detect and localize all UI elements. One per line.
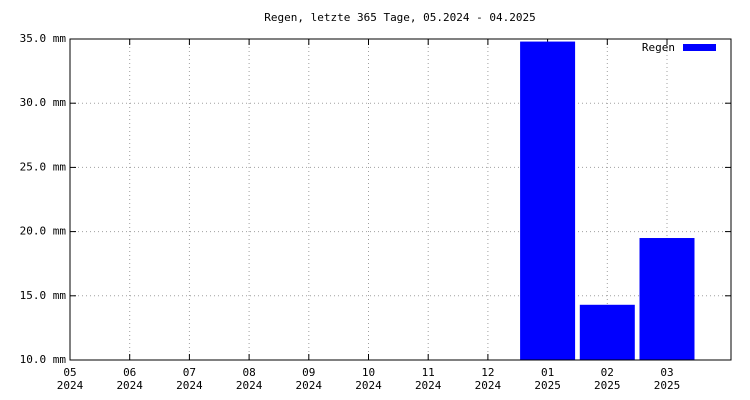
chart-title: Regen, letzte 365 Tage, 05.2024 - 04.202… [264,11,536,24]
y-tick-label: 35.0 mm [20,32,67,45]
plot-frame [69,38,732,361]
x-tick-label: 11 [422,366,435,379]
x-tick-label: 2025 [594,379,621,392]
x-tick-label: 01 [541,366,554,379]
x-tick-label: 2024 [475,379,502,392]
x-tick-label: 10 [362,366,375,379]
y-tick-label: 30.0 mm [20,96,67,109]
x-tick-label: 2024 [355,379,382,392]
x-tick-label: 08 [242,366,255,379]
x-tick-label: 12 [481,366,494,379]
x-tick-label: 2024 [296,379,323,392]
x-tick-label: 03 [660,366,673,379]
y-tick-label: 25.0 mm [20,160,67,173]
x-tick-label: 2024 [57,379,84,392]
y-tick-label: 15.0 mm [20,289,67,302]
y-tick-label: 10.0 mm [20,353,67,366]
bar [579,304,635,360]
bar [520,41,576,361]
x-tick-label: 2024 [415,379,442,392]
legend-swatch [683,44,716,51]
x-tick-label: 2024 [236,379,263,392]
legend-label: Regen [642,41,675,54]
y-tick-label: 20.0 mm [20,225,67,238]
x-tick-label: 2024 [176,379,203,392]
bar [639,238,695,360]
x-tick-label: 2024 [116,379,143,392]
x-tick-label: 02 [601,366,614,379]
x-tick-label: 06 [123,366,136,379]
x-tick-label: 2025 [534,379,561,392]
x-tick-label: 07 [183,366,196,379]
x-tick-label: 05 [63,366,76,379]
x-tick-label: 09 [302,366,315,379]
x-tick-label: 2025 [654,379,681,392]
